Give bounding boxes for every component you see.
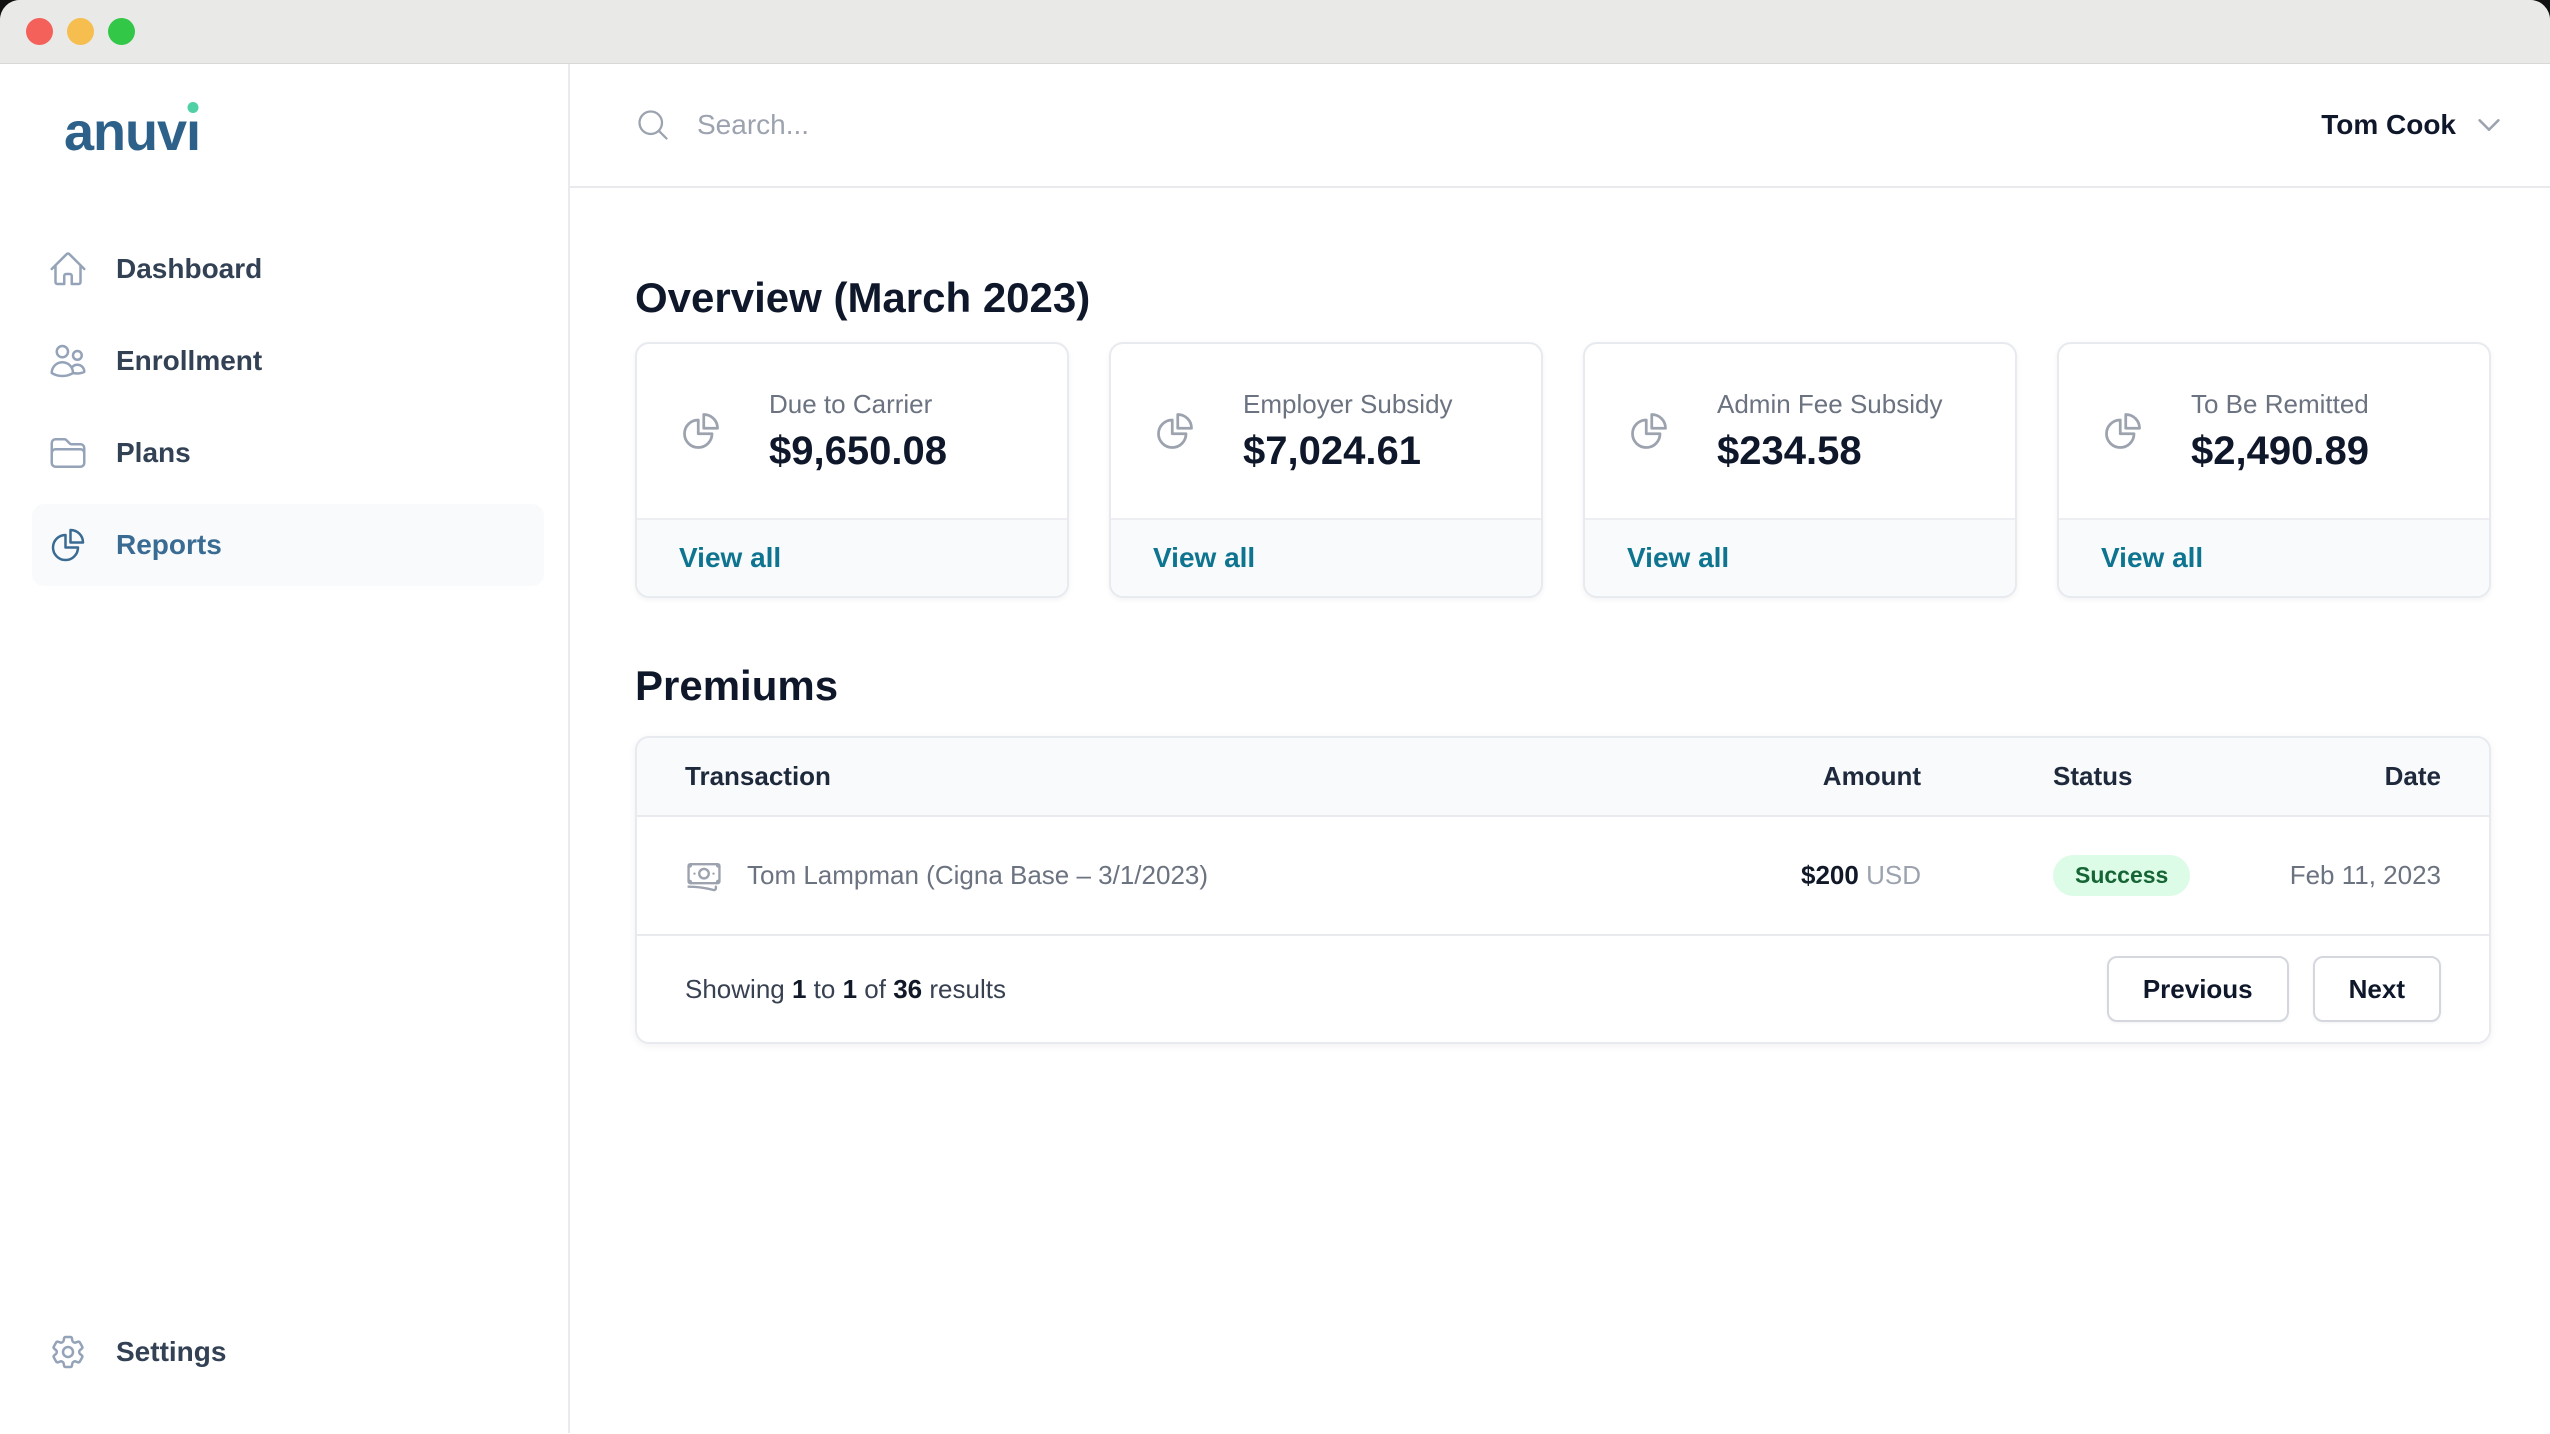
transaction-cell: Tom Lampman (Cigna Base – 3/1/2023) bbox=[685, 857, 1681, 895]
sidebar-item-plans[interactable]: Plans bbox=[32, 412, 544, 494]
sidebar-item-settings[interactable]: Settings bbox=[32, 1311, 544, 1393]
card-due-to-carrier: Due to Carrier $9,650.08 View all bbox=[635, 342, 1069, 598]
column-header-date: Date bbox=[2384, 761, 2441, 791]
sidebar-nav: Dashboard Enrollment Plans bbox=[32, 228, 544, 586]
next-button[interactable]: Next bbox=[2312, 956, 2441, 1022]
card-value: $9,650.08 bbox=[769, 428, 947, 473]
sidebar-item-label: Enrollment bbox=[116, 345, 263, 376]
search-icon bbox=[635, 107, 671, 143]
gear-icon bbox=[48, 1332, 88, 1372]
app-shell: anuvı Dashboard Enrollment bbox=[0, 64, 2550, 1433]
chevron-down-icon bbox=[2474, 110, 2504, 140]
users-icon bbox=[48, 341, 88, 381]
search-bar bbox=[635, 107, 2321, 143]
view-all-link[interactable]: View all bbox=[1153, 542, 1256, 573]
sidebar-item-label: Plans bbox=[116, 437, 191, 468]
transaction-description: Tom Lampman (Cigna Base – 3/1/2023) bbox=[747, 860, 1209, 890]
card-label: To Be Remitted bbox=[2191, 388, 2369, 419]
pie-chart-icon bbox=[1627, 409, 1671, 453]
card-label: Due to Carrier bbox=[769, 388, 933, 419]
results-to: 1 bbox=[842, 973, 858, 1004]
card-value: $234.58 bbox=[1717, 428, 1862, 473]
minimize-window-button[interactable] bbox=[67, 18, 94, 45]
column-header-status: Status bbox=[2053, 761, 2133, 791]
sidebar-item-label: Dashboard bbox=[116, 253, 263, 284]
sidebar-item-reports[interactable]: Reports bbox=[32, 504, 544, 586]
pagination-controls: Previous Next bbox=[2106, 956, 2441, 1022]
amount-cell: $200 USD bbox=[1681, 860, 1921, 891]
results-from: 1 bbox=[791, 973, 807, 1004]
column-header-transaction: Transaction bbox=[685, 761, 831, 791]
pie-chart-icon bbox=[48, 525, 88, 565]
home-icon bbox=[48, 249, 88, 289]
amount-currency: USD bbox=[1866, 860, 1921, 890]
amount-value: $200 bbox=[1801, 860, 1859, 890]
card-to-be-remitted: To Be Remitted $2,490.89 View all bbox=[2057, 342, 2491, 598]
status-cell: Success bbox=[1921, 855, 2221, 896]
table-row: Tom Lampman (Cigna Base – 3/1/2023) $200… bbox=[637, 817, 2489, 936]
sidebar-item-enrollment[interactable]: Enrollment bbox=[32, 320, 544, 402]
overview-heading: Overview (March 2023) bbox=[635, 274, 1091, 321]
card-value: $2,490.89 bbox=[2191, 428, 2369, 473]
sidebar: anuvı Dashboard Enrollment bbox=[0, 64, 570, 1433]
zoom-window-button[interactable] bbox=[108, 18, 135, 45]
card-value: $7,024.61 bbox=[1243, 428, 1421, 473]
titlebar bbox=[0, 0, 2550, 64]
overview-cards: Due to Carrier $9,650.08 View all bbox=[635, 342, 2491, 598]
card-label: Admin Fee Subsidy bbox=[1717, 388, 1943, 419]
pie-chart-icon bbox=[2101, 409, 2145, 453]
date-cell: Feb 11, 2023 bbox=[2289, 860, 2441, 890]
sidebar-item-label: Reports bbox=[116, 529, 222, 560]
user-menu[interactable]: Tom Cook bbox=[2321, 109, 2504, 141]
previous-button[interactable]: Previous bbox=[2106, 956, 2289, 1022]
pie-chart-icon bbox=[679, 409, 723, 453]
column-header-amount: Amount bbox=[1822, 761, 1921, 791]
user-name: Tom Cook bbox=[2321, 109, 2456, 140]
status-badge: Success bbox=[2053, 855, 2191, 896]
folder-icon bbox=[48, 433, 88, 473]
view-all-link[interactable]: View all bbox=[2101, 542, 2204, 573]
card-employer-subsidy: Employer Subsidy $7,024.61 View all bbox=[1109, 342, 1543, 598]
table-footer: Showing 1 to 1 of 36 results Previous Ne… bbox=[637, 936, 2489, 1042]
results-total: 36 bbox=[893, 973, 923, 1004]
sidebar-item-label: Settings bbox=[116, 1336, 227, 1367]
logo-dot bbox=[187, 102, 199, 113]
banknote-icon bbox=[685, 857, 723, 895]
page-content: Overview (March 2023) Due to Carrier $9,… bbox=[570, 188, 2550, 1044]
topbar: Tom Cook bbox=[570, 64, 2550, 188]
search-input[interactable] bbox=[697, 109, 1797, 141]
logo-text: anuv bbox=[64, 102, 187, 162]
card-admin-fee-subsidy: Admin Fee Subsidy $234.58 View all bbox=[1583, 342, 2017, 598]
card-label: Employer Subsidy bbox=[1243, 388, 1453, 419]
view-all-link[interactable]: View all bbox=[1627, 542, 1730, 573]
close-window-button[interactable] bbox=[26, 18, 53, 45]
table-header-row: Transaction Amount Status Date bbox=[637, 738, 2489, 817]
view-all-link[interactable]: View all bbox=[679, 542, 782, 573]
premiums-heading: Premiums bbox=[635, 662, 839, 709]
results-summary: Showing 1 to 1 of 36 results bbox=[685, 973, 1006, 1004]
logo: anuvı bbox=[64, 102, 201, 162]
premiums-table: Transaction Amount Status Date Tom Lampm… bbox=[635, 736, 2491, 1044]
pie-chart-icon bbox=[1153, 409, 1197, 453]
sidebar-item-dashboard[interactable]: Dashboard bbox=[32, 228, 544, 310]
main-area: Tom Cook Overview (March 2023) bbox=[570, 64, 2550, 1433]
